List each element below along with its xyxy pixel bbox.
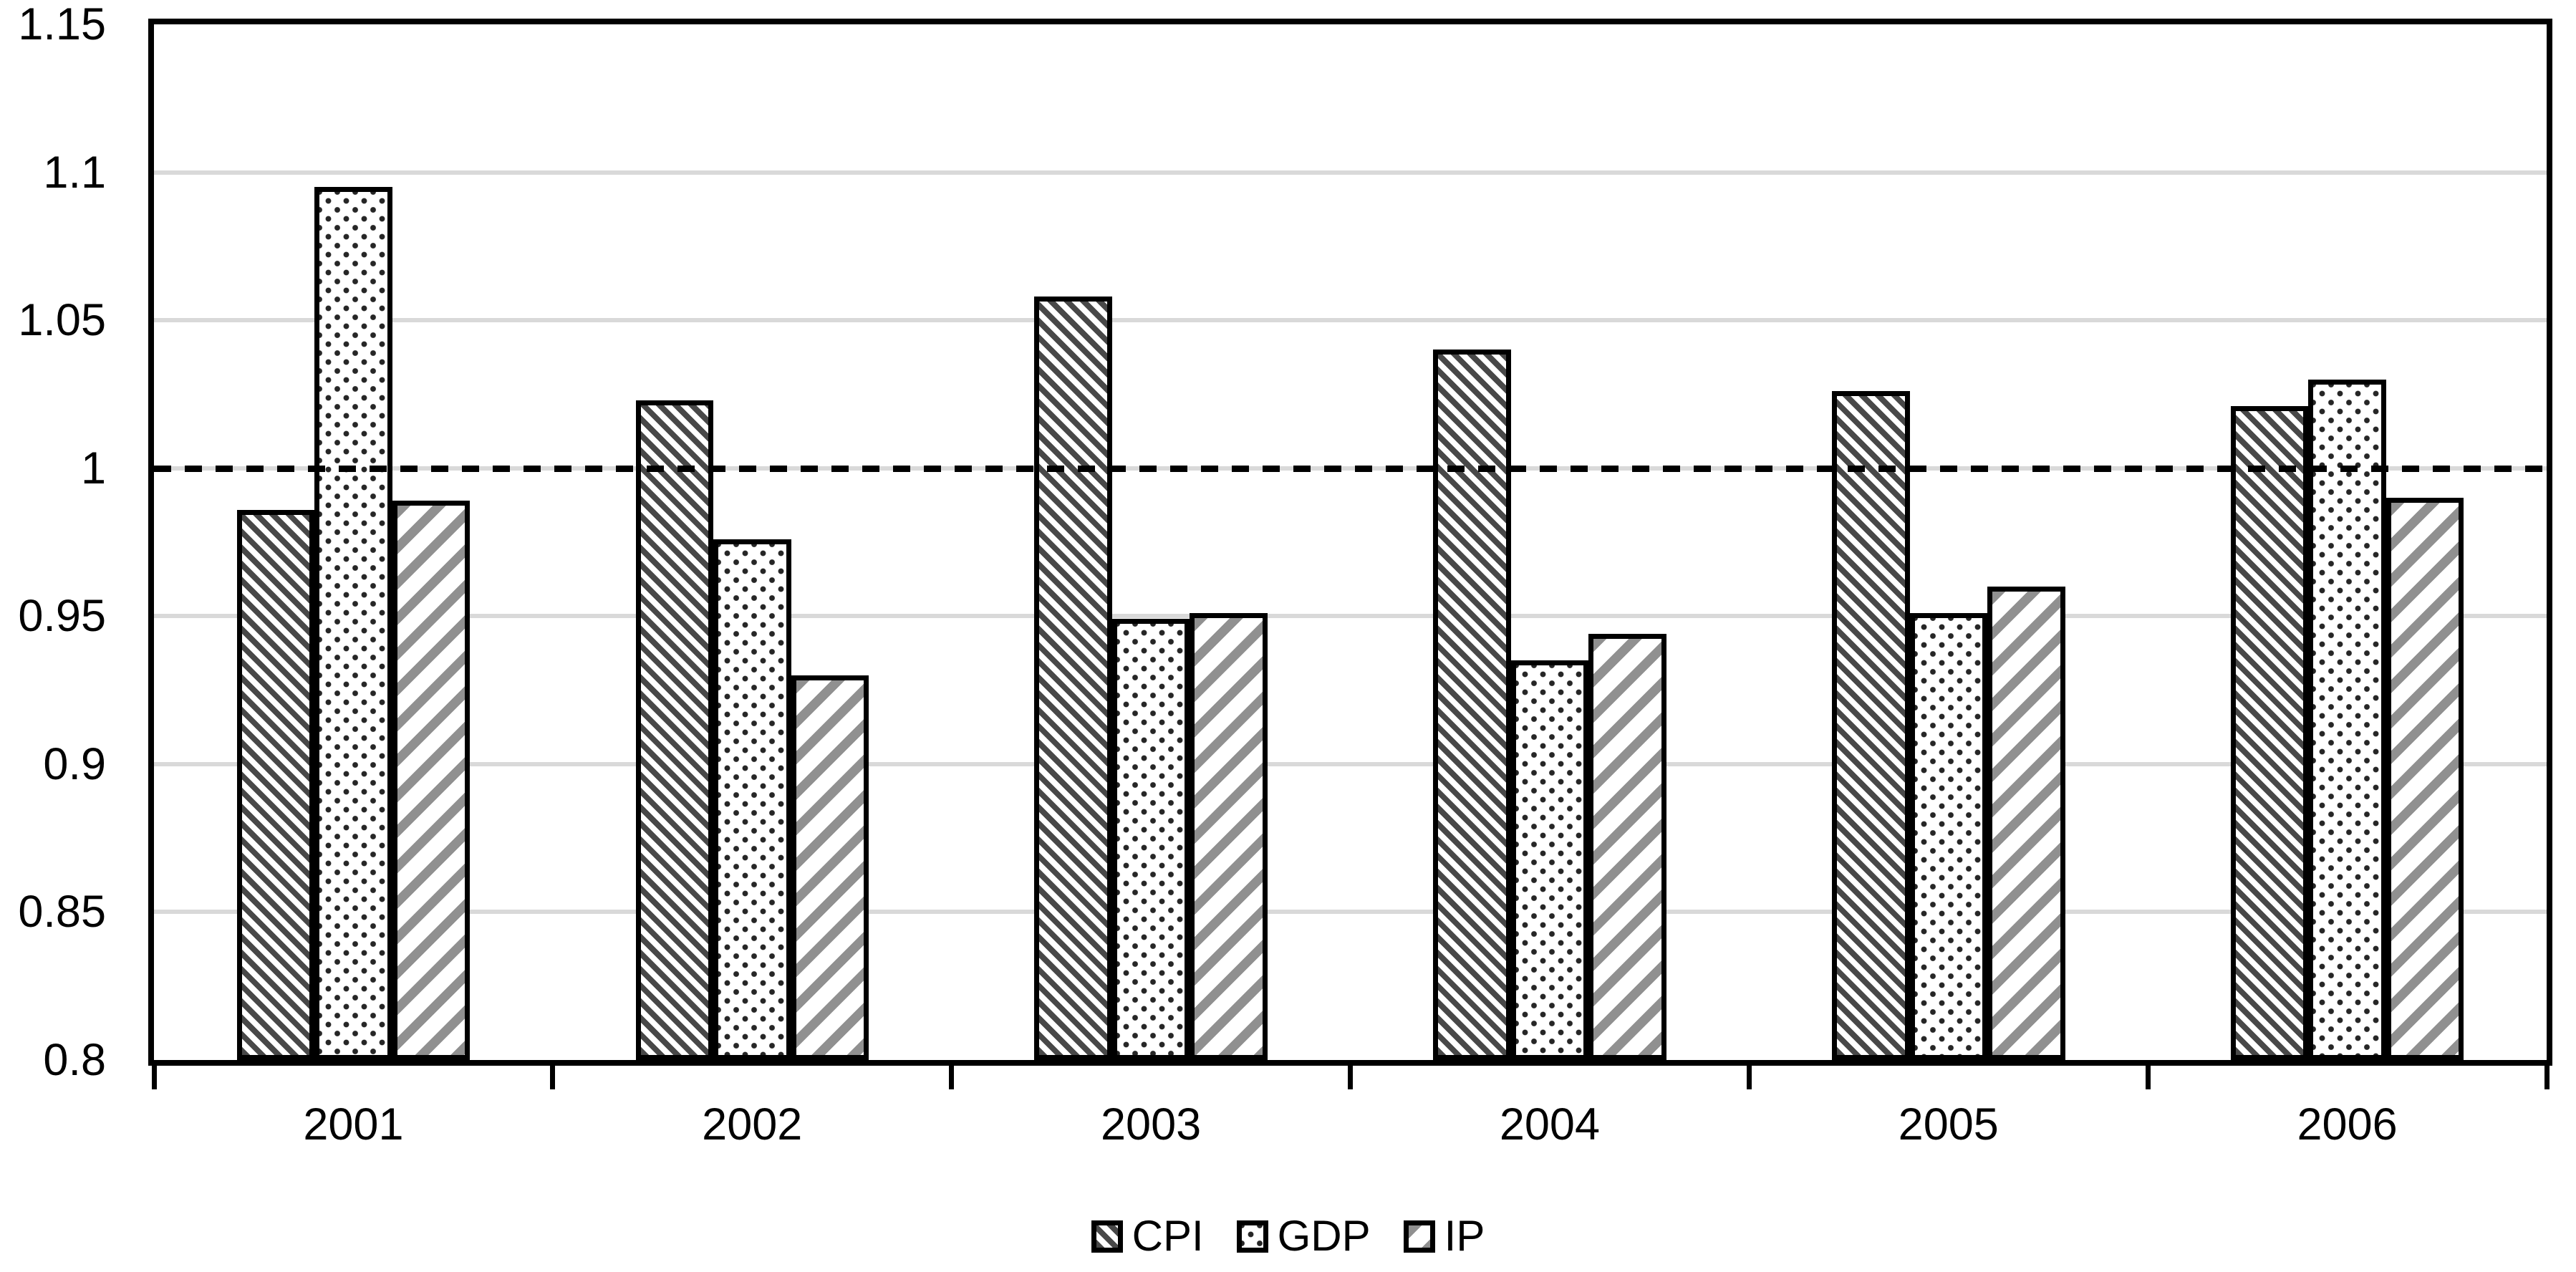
- x-axis-label: 2002: [702, 1099, 803, 1150]
- bar-ip-2003: [1190, 613, 1268, 1060]
- legend-swatch-ip: [1403, 1220, 1435, 1253]
- x-axis-label: 2006: [2297, 1099, 2398, 1150]
- x-axis-tick: [2544, 1066, 2550, 1089]
- x-axis-tick: [1348, 1066, 1353, 1089]
- reference-line: [154, 465, 2547, 472]
- y-axis-label: 1.1: [43, 147, 106, 198]
- x-axis-label: 2001: [303, 1099, 404, 1150]
- legend-label: GDP: [1277, 1212, 1371, 1260]
- bar-gdp-2004: [1510, 660, 1589, 1060]
- legend-item-gdp: GDP: [1236, 1212, 1371, 1260]
- y-axis-label: 0.9: [43, 738, 106, 789]
- x-axis-tick: [1746, 1066, 1752, 1089]
- bar-cpi-2004: [1433, 350, 1511, 1060]
- legend-label: IP: [1444, 1212, 1485, 1260]
- bar-gdp-2002: [713, 539, 791, 1060]
- y-axis-label: 1.15: [18, 0, 106, 49]
- y-axis-label: 0.95: [18, 591, 106, 642]
- bar-gdp-2005: [1909, 613, 1987, 1060]
- legend-swatch-cpi: [1091, 1220, 1123, 1253]
- bar-gdp-2003: [1111, 619, 1190, 1060]
- legend-item-cpi: CPI: [1091, 1213, 1204, 1259]
- gridline: [154, 614, 2547, 619]
- plot-area: [148, 19, 2552, 1066]
- bar-ip-2002: [791, 675, 869, 1060]
- gridline: [154, 761, 2547, 766]
- x-axis-tick: [949, 1066, 955, 1089]
- bar-cpi-2005: [1832, 391, 1910, 1060]
- x-axis-label: 2004: [1499, 1099, 1600, 1150]
- bar-cpi-2002: [635, 400, 713, 1060]
- legend-swatch-gdp: [1236, 1220, 1268, 1253]
- bar-gdp-2001: [314, 187, 392, 1060]
- bar-cpi-2006: [2230, 405, 2309, 1060]
- bar-ip-2004: [1588, 634, 1666, 1060]
- bar-cpi-2003: [1034, 297, 1112, 1060]
- x-axis-label: 2005: [1898, 1099, 1999, 1150]
- bar-ip-2006: [2386, 498, 2464, 1060]
- bar-gdp-2006: [2308, 379, 2386, 1060]
- y-axis-label: 1.05: [18, 295, 106, 346]
- bar-cpi-2001: [236, 509, 315, 1060]
- legend-item-ip: IP: [1403, 1212, 1485, 1260]
- legend: CPI GDP IP: [0, 1213, 2576, 1259]
- gridline: [154, 318, 2547, 323]
- x-axis-tick: [550, 1066, 556, 1089]
- y-axis-label: 1: [80, 443, 106, 493]
- bar-ip-2005: [1987, 586, 2065, 1060]
- x-axis-tick: [151, 1066, 157, 1089]
- y-axis-label: 0.8: [43, 1035, 106, 1085]
- y-axis-label: 0.85: [18, 887, 106, 938]
- x-axis-label: 2003: [1101, 1099, 1202, 1150]
- gridline: [154, 170, 2547, 175]
- bar-ip-2001: [392, 501, 471, 1060]
- x-axis-tick: [2145, 1066, 2151, 1089]
- legend-label: CPI: [1132, 1212, 1204, 1260]
- gridline: [154, 910, 2547, 915]
